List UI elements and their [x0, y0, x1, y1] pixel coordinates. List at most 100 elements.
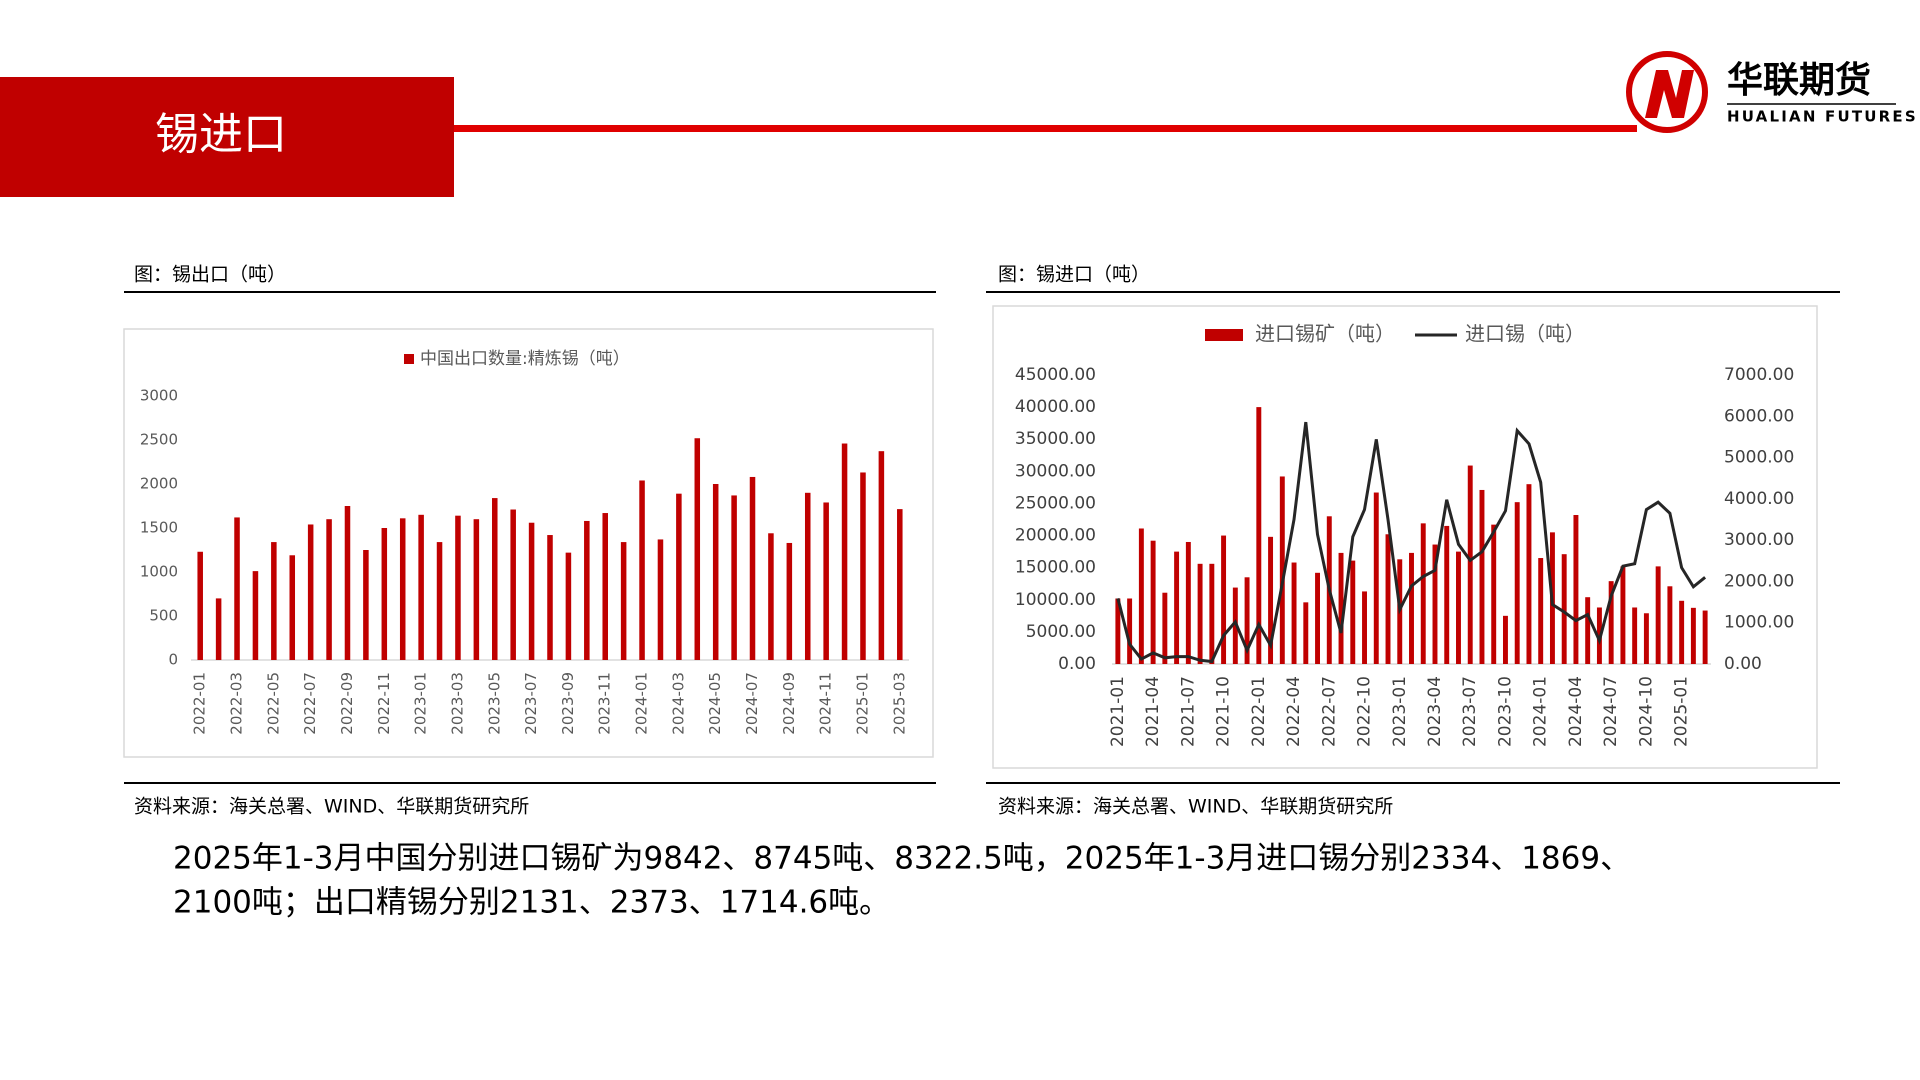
logo-en: HUALIAN FUTURES [1727, 108, 1918, 126]
bar [1185, 541, 1191, 664]
bar [1115, 598, 1121, 664]
x-tick-label: 2024-01 [1531, 676, 1551, 747]
bar [565, 552, 572, 660]
bar [1561, 554, 1567, 664]
x-tick-label: 2023-11 [596, 672, 614, 735]
bar [1444, 525, 1450, 664]
bar [1467, 465, 1473, 664]
bar [1667, 586, 1673, 664]
bar [1526, 484, 1532, 664]
bar [878, 451, 885, 660]
bar [473, 519, 480, 660]
x-tick-label: 2024-05 [706, 672, 724, 735]
bar [1350, 560, 1356, 664]
y-tick-label: 1500 [140, 519, 178, 537]
x-tick-label: 2021-01 [1108, 676, 1128, 747]
bar [381, 528, 388, 660]
x-tick-label: 2025-01 [853, 672, 871, 735]
x-tick-label: 2023-03 [448, 672, 466, 735]
y2-tick-label: 3000.00 [1724, 530, 1794, 550]
x-tick-label: 2021-07 [1178, 676, 1198, 747]
x-tick-label: 2024-10 [1636, 676, 1656, 747]
x-tick-label: 2023-07 [1460, 676, 1480, 747]
y-tick-label: 10000.00 [1015, 590, 1096, 610]
y-tick-label: 30000.00 [1015, 461, 1096, 481]
bar [492, 498, 498, 660]
source-note: 资料来源：海关总署、WIND、华联期货研究所 [134, 796, 529, 818]
legend-swatch [404, 354, 414, 364]
bar [234, 517, 240, 660]
y-tick-label: 45000.00 [1015, 365, 1096, 385]
x-tick-label: 2023-09 [559, 672, 577, 735]
y-tick-label: 35000.00 [1015, 429, 1096, 449]
x-tick-label: 2024-01 [633, 672, 651, 735]
x-tick-label: 2023-07 [522, 672, 540, 735]
x-tick-label: 2024-03 [669, 672, 687, 735]
y-tick-label: 2000 [140, 475, 178, 493]
x-tick-label: 2022-01 [191, 672, 209, 735]
bar [1373, 492, 1379, 664]
bar [271, 542, 277, 660]
y2-tick-label: 0.00 [1724, 654, 1762, 674]
bar [1655, 566, 1661, 664]
bar [1432, 544, 1438, 664]
bar [749, 476, 756, 660]
chart-frame [123, 328, 934, 758]
bar [547, 535, 553, 660]
x-tick-label: 2021-04 [1143, 676, 1163, 747]
bar [584, 520, 590, 660]
bar [804, 492, 811, 660]
y-tick-label: 0.00 [1058, 654, 1096, 674]
bar [1409, 552, 1414, 664]
y2-tick-label: 5000.00 [1724, 448, 1794, 468]
x-tick-label: 2023-10 [1495, 676, 1515, 747]
x-tick-label: 2023-01 [1390, 676, 1410, 747]
x-tick-label: 2022-07 [1319, 676, 1339, 747]
panel-caption: 图：锡出口（吨） [134, 264, 286, 286]
bar [528, 522, 535, 660]
y-tick-label: 0 [168, 651, 178, 669]
bar [399, 518, 406, 660]
y-tick-label: 1000 [140, 563, 178, 581]
y-tick-label: 20000.00 [1015, 526, 1096, 546]
bar [510, 509, 516, 660]
summary-line: 2025年1-3月中国分别进口锡矿为9842、8745吨、8322.5吨，202… [173, 841, 1631, 877]
bar [1514, 502, 1520, 664]
bar [694, 438, 701, 660]
bar [436, 542, 443, 660]
bar [197, 551, 203, 660]
bar [455, 515, 461, 660]
bar [1221, 535, 1227, 664]
y-tick-label: 25000.00 [1015, 493, 1096, 513]
bar [1197, 563, 1203, 664]
bar [1279, 476, 1285, 664]
x-tick-label: 2022-11 [375, 672, 393, 735]
legend-label: 进口锡矿（吨） [1255, 322, 1395, 346]
y2-tick-label: 6000.00 [1724, 406, 1794, 426]
y-tick-label: 3000 [140, 387, 178, 405]
x-tick-label: 2024-04 [1566, 676, 1586, 747]
legend-label: 中国出口数量:精炼锡（吨） [420, 349, 630, 369]
bar [1420, 523, 1426, 664]
x-tick-label: 2022-05 [264, 672, 282, 735]
bar [841, 443, 848, 660]
bar [860, 472, 866, 660]
bar [823, 502, 829, 660]
panel-caption: 图：锡进口（吨） [998, 264, 1150, 286]
x-tick-label: 2022-04 [1284, 676, 1304, 747]
x-tick-label: 2022-03 [228, 672, 246, 735]
bar [602, 513, 608, 660]
bar [252, 571, 259, 660]
x-tick-label: 2023-01 [412, 672, 430, 735]
bar [1585, 597, 1591, 664]
bar [1244, 577, 1250, 664]
x-tick-label: 2024-07 [743, 672, 761, 735]
bar [639, 480, 645, 660]
bar [1385, 534, 1391, 664]
y-tick-label: 40000.00 [1015, 397, 1096, 417]
y-tick-label: 2500 [140, 431, 178, 449]
y-tick-label: 5000.00 [1026, 622, 1096, 642]
x-tick-label: 2023-04 [1425, 676, 1445, 747]
bar [1138, 528, 1144, 664]
